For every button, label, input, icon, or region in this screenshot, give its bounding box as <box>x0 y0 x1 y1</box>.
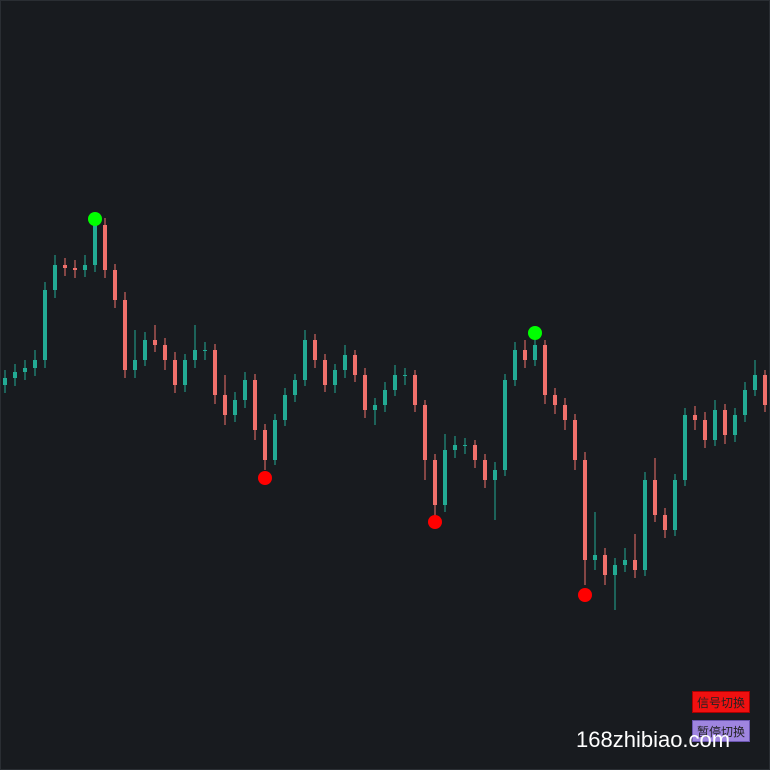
candle-body <box>223 395 227 415</box>
candle-body <box>303 340 307 380</box>
candle-body <box>423 405 427 460</box>
candle-body <box>373 405 377 410</box>
candle-body <box>653 480 657 515</box>
candle-body <box>93 225 97 265</box>
candle-body <box>143 340 147 360</box>
candle-body <box>673 480 677 530</box>
candle-body <box>693 415 697 420</box>
candle-body <box>663 515 667 530</box>
watermark: 168zhibiao.com <box>576 727 731 752</box>
candle-body <box>443 450 447 505</box>
candle-body <box>743 390 747 415</box>
candle-body <box>233 400 237 415</box>
candle-body <box>323 360 327 385</box>
candle-body <box>153 340 157 345</box>
signal-dot <box>88 212 102 226</box>
candle-body <box>723 410 727 435</box>
candle-body <box>23 368 27 372</box>
candle-body <box>473 445 477 460</box>
candle-body <box>643 480 647 570</box>
candle-body <box>433 460 437 505</box>
candle-body <box>173 360 177 385</box>
candle-body <box>363 375 367 410</box>
candle-body <box>183 360 187 385</box>
candle-body <box>123 300 127 370</box>
candle-body <box>213 350 217 395</box>
candle-body <box>333 370 337 385</box>
candle-body <box>253 380 257 430</box>
candle-body <box>483 460 487 480</box>
candle-body <box>3 378 7 385</box>
candle-body <box>503 380 507 470</box>
candle-body <box>463 445 467 446</box>
candle-body <box>263 430 267 460</box>
candle-body <box>133 360 137 370</box>
candle-body <box>583 460 587 560</box>
candle-body <box>603 555 607 575</box>
candle-body <box>633 560 637 570</box>
candle-body <box>193 350 197 360</box>
candle-body <box>713 410 717 440</box>
candle-body <box>13 372 17 378</box>
candle-body <box>513 350 517 380</box>
candle-body <box>493 470 497 480</box>
candle-body <box>33 360 37 368</box>
candle-body <box>553 395 557 405</box>
candle-body <box>203 350 207 351</box>
signal-dot <box>258 471 272 485</box>
candle-body <box>53 265 57 290</box>
candle-body <box>103 225 107 270</box>
signal-dot <box>578 588 592 602</box>
candle-body <box>543 345 547 395</box>
candle-body <box>393 375 397 390</box>
candle-body <box>683 415 687 480</box>
candle-body <box>163 345 167 360</box>
candle-body <box>733 415 737 435</box>
candle-body <box>523 350 527 360</box>
candle-body <box>313 340 317 360</box>
candle-body <box>353 355 357 375</box>
candle-body <box>383 390 387 405</box>
candle-body <box>703 420 707 440</box>
candle-body <box>623 560 627 565</box>
signal-dot <box>428 515 442 529</box>
candle-body <box>403 375 407 376</box>
candle-body <box>243 380 247 400</box>
candle-body <box>453 445 457 450</box>
signal-switch-button[interactable]: 信号切换 <box>692 691 750 713</box>
candle-body <box>293 380 297 395</box>
candle-body <box>73 268 77 270</box>
candle-body <box>753 375 757 390</box>
candle-body <box>763 375 767 405</box>
candle-body <box>43 290 47 360</box>
candle-body <box>273 420 277 460</box>
candle-body <box>343 355 347 370</box>
candle-body <box>63 265 67 268</box>
candle-body <box>573 420 577 460</box>
pause-switch-button[interactable]: 暂停切换 <box>692 720 750 742</box>
candle-body <box>113 270 117 300</box>
candle-body <box>593 555 597 560</box>
candle-body <box>533 345 537 360</box>
signal-dot <box>528 326 542 340</box>
candle-body <box>413 375 417 405</box>
candle-body <box>563 405 567 420</box>
candle-body <box>613 565 617 575</box>
candle-body <box>283 395 287 420</box>
candle-body <box>83 265 87 270</box>
